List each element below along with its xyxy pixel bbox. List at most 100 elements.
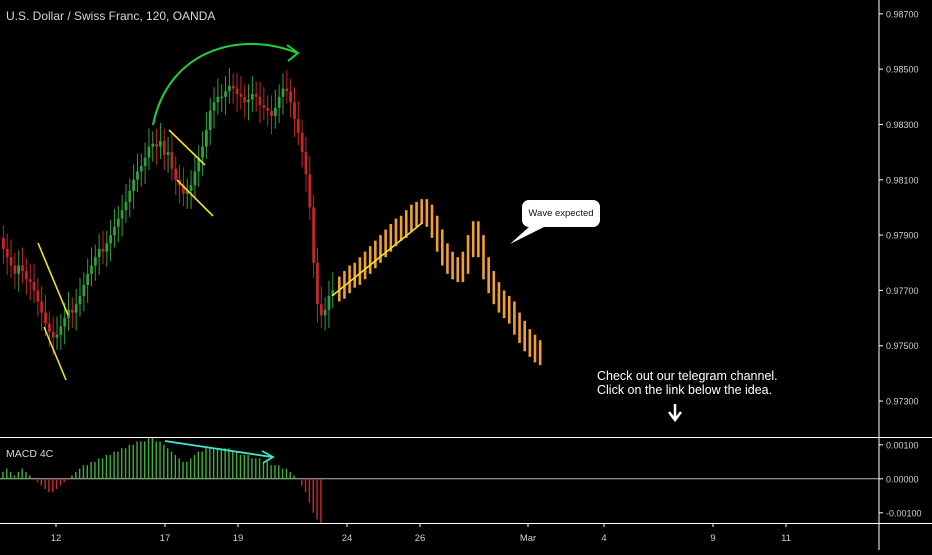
candle [285,88,289,92]
candle [208,110,212,130]
candles-group [2,67,335,356]
trendline [331,222,423,297]
candle [323,309,327,316]
candle [189,185,193,191]
candle [47,323,51,332]
candle [151,143,155,147]
projection-bar [466,235,470,274]
candle [162,141,166,155]
candle [277,96,281,108]
projection-bar [441,229,444,266]
candle [212,102,216,111]
candle [266,107,270,111]
candle [182,185,185,194]
projection-group [338,199,542,366]
candle [220,96,224,99]
projection-bar [461,251,465,283]
candle [124,201,128,211]
candle [139,165,143,172]
candle [67,309,70,319]
projection-bar [379,235,382,263]
projection-bar [446,243,449,274]
telegram-note-line2: Click on the link below the idea. [597,383,773,397]
price-tick-label: 0.98500 [886,65,919,75]
time-tick-label: 12 [51,533,62,544]
trendline [176,179,214,217]
price-tick-label: 0.98700 [886,9,919,19]
time-tick-label: 9 [710,533,715,544]
projection-bar [384,229,387,258]
candle [304,152,308,175]
candle [86,273,90,285]
price-tick-label: 0.97500 [886,341,919,351]
candle [243,96,247,103]
price-tick-label: 0.97900 [886,231,919,241]
candle [101,248,105,252]
curved-arrow [152,43,298,126]
candle [24,271,28,280]
macd-divergence-arrowhead [261,450,275,464]
candle [5,248,9,258]
candle [51,331,55,338]
candle [32,282,36,291]
callout-tail [510,226,546,244]
projection-bar [415,201,418,227]
candle [36,290,40,302]
candle [82,284,86,296]
projection-bar [348,265,351,294]
candle [136,171,139,180]
candle [224,91,227,97]
macd-title: MACD 4C [6,448,54,460]
trendline [168,129,206,166]
time-tick-label: 4 [601,533,606,544]
candle [197,157,201,172]
macd-group [2,438,322,523]
candle [2,237,5,249]
candle [13,265,17,274]
time-tick-label: 24 [342,533,353,544]
time-tick-label: 19 [233,533,244,544]
candle [109,235,113,244]
projection-bar [492,271,496,305]
projection-bar [477,221,480,258]
wave-expected-callout: Wave expected [522,200,600,227]
projection-bar [430,204,434,238]
candle [308,174,312,208]
projection-bar [518,312,521,343]
candle [9,257,13,266]
projection-bar [538,340,542,366]
projection-bar [471,221,475,258]
projection-bar [394,218,398,247]
price-tick-label: 0.98300 [886,120,919,130]
projection-bar [507,295,511,324]
candle [155,143,158,147]
projection-bar [353,262,357,288]
projection-bar [368,246,372,274]
price-tick-label: 0.98100 [886,175,919,185]
candle [70,309,74,313]
price-tick-label: 0.97700 [886,286,919,296]
macd-divergence-arrow [164,440,273,458]
projection-bar [410,204,413,233]
candle [113,226,116,236]
candle [28,279,32,283]
curved-arrowhead [286,44,300,62]
candle [204,129,208,147]
candle [327,295,331,310]
projection-bar [374,240,377,269]
candle [293,102,296,119]
macd-tick-label: -0.00100 [886,508,922,518]
candle [97,248,101,258]
projection-bar [456,257,460,283]
candle [74,304,78,313]
candle [270,110,273,117]
projection-bar [513,301,516,335]
candle [132,179,136,191]
candle [316,262,319,305]
candle [227,85,231,92]
down-arrow-head-icon [668,411,682,423]
projection-bar [487,257,490,294]
candle [93,257,97,266]
telegram-note-line1: Check out our telegram channel. [597,369,778,383]
